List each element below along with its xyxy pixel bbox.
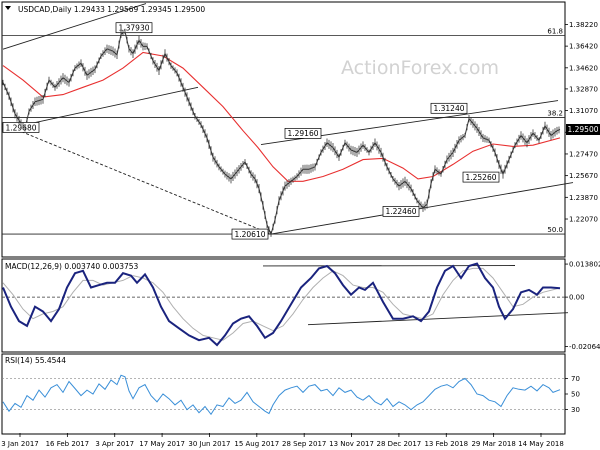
price-title-marker-icon — [5, 6, 11, 10]
price-annotation-box-0 — [115, 22, 153, 34]
x-tick-label: 28 Dec 2017 — [377, 440, 422, 448]
macd-signal-line — [2, 267, 561, 341]
price-trendlines — [2, 3, 574, 235]
price-bars — [2, 28, 560, 237]
price-watermark: ActionForex.com — [341, 57, 499, 79]
price-annotation-box-4 — [462, 171, 500, 183]
x-tick-label: 17 May 2017 — [139, 440, 185, 448]
macd-y-tick-label: 0.00 — [569, 294, 585, 302]
macd-panel-title: MACD(12,26,9) 0.003740 0.003753 — [5, 262, 139, 271]
price-trendline-3 — [270, 182, 574, 235]
price-y-tick-label: 1.32870 — [569, 85, 598, 93]
price-annotation-label-5: 1.22460 — [385, 207, 416, 216]
last-price-tag-label: 1.29500 — [567, 125, 598, 134]
price-annotation-box-3 — [430, 102, 468, 114]
price-annotation-label-4: 1.25260 — [465, 173, 496, 182]
price-annotation-box-2 — [284, 128, 322, 139]
price-annotation-label-0: 1.37930 — [118, 23, 149, 32]
fib-level-label-0: 61.8 — [547, 28, 563, 36]
x-tick-label: 29 Mar 2018 — [471, 440, 515, 448]
price-annotation-label-2: 1.29160 — [287, 129, 318, 138]
price-y-tick-label: 1.31070 — [569, 107, 598, 115]
price-trendline-2 — [2, 123, 272, 235]
macd-y-tick-label: -0.020646 — [569, 343, 600, 351]
x-tick-label: 13 Nov 2017 — [329, 440, 374, 448]
price-y-tick-label: 1.23870 — [569, 194, 598, 202]
last-price-tag-box — [566, 124, 600, 135]
x-tick-label: 3 Jan 2017 — [1, 440, 39, 448]
price-y-tick-label: 1.34620 — [569, 64, 598, 72]
macd-line — [2, 262, 561, 347]
x-tick-label: 13 Feb 2018 — [424, 440, 468, 448]
macd-y-axis: 0.013802 0.00 -0.020646 — [565, 261, 600, 351]
x-tick-label: 30 Jun 2017 — [188, 440, 230, 448]
x-tick-label: 28 Sep 2017 — [282, 440, 326, 448]
rsi-y-tick-label: 50 — [571, 391, 580, 399]
moving-average-line — [2, 51, 561, 182]
price-annotation-label-6: 1.20610 — [234, 230, 265, 239]
rsi-panel-title: RSI(14) 55.4544 — [5, 356, 66, 365]
x-tick-label: 15 Aug 2017 — [234, 440, 279, 448]
price-y-tick-label: 1.22070 — [569, 216, 598, 224]
rsi-y-tick-label: 30 — [571, 406, 580, 414]
rsi-panel: RSI(14) 55.4544 70 50 30 — [1, 353, 580, 435]
price-panel: ActionForex.com 61.8 38.2 50.0 1.37930 1.29… — [1, 1, 600, 258]
price-annotation-box-6 — [231, 228, 269, 240]
macd-panel-frame — [1, 258, 566, 353]
macd-panel: MACD(12,26,9) 0.003740 0.003753 0.013802… — [1, 258, 600, 353]
price-y-tick-label: 1.38220 — [569, 21, 598, 29]
rsi-guide-lines — [2, 378, 565, 410]
price-y-tick-label: 1.36420 — [569, 43, 598, 51]
rsi-y-axis: 70 50 30 — [565, 375, 580, 414]
last-price-tag: 1.29500 — [566, 124, 600, 135]
macd-trendline-1 — [307, 312, 569, 326]
price-y-tick-label: 1.25670 — [569, 172, 598, 180]
x-tick-label: 3 Apr 2017 — [95, 440, 134, 448]
macd-y-tick-label: 0.013802 — [569, 261, 600, 269]
price-panel-title: USDCAD,Daily 1.29433 1.29569 1.29345 1.2… — [18, 5, 205, 14]
rsi-y-tick-label: 70 — [571, 375, 580, 383]
price-annotation-label-3: 1.31240 — [433, 104, 464, 113]
time-x-axis: 3 Jan 2017 16 Feb 2017 3 Apr 2017 17 May 20… — [1, 433, 564, 448]
rsi-panel-frame — [1, 353, 566, 435]
price-annotation-label-1: 1.29680 — [5, 123, 36, 132]
x-tick-label: 14 May 2018 — [518, 440, 564, 448]
fib-level-label-2: 50.0 — [547, 226, 563, 234]
price-annotation-box-5 — [382, 206, 420, 217]
x-tick-label: 16 Feb 2017 — [46, 440, 90, 448]
rsi-line — [2, 374, 561, 416]
fib-level-label-1: 38.2 — [547, 109, 563, 117]
price-panel-frame — [1, 1, 566, 258]
price-trendline-1 — [2, 3, 147, 50]
price-y-tick-label: 1.27470 — [569, 150, 598, 158]
